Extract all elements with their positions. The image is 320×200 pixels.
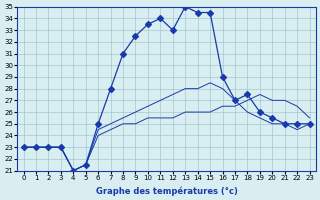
X-axis label: Graphe des températures (°c): Graphe des températures (°c) — [96, 186, 237, 196]
